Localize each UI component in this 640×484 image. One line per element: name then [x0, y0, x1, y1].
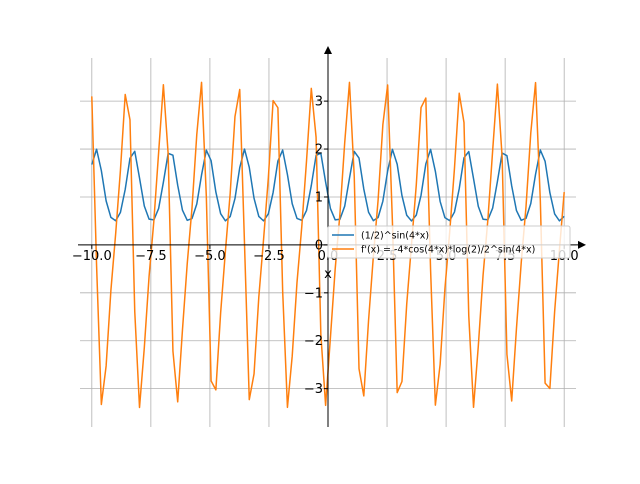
- y-tick-label: 3: [315, 95, 323, 110]
- y-tick-label: 2: [315, 143, 323, 158]
- y-axis-arrow-icon: [324, 46, 332, 54]
- y-tick-label: 0: [315, 238, 323, 253]
- legend-box: [327, 225, 571, 259]
- legend: (1/2)^sin(4*x) f'(x) = -4*cos(4*x)*log(2)…: [327, 225, 571, 259]
- x-tick-label: −7.5: [135, 249, 167, 264]
- x-tick-label: −5.0: [194, 249, 226, 264]
- x-axis-arrow-icon: [578, 240, 586, 249]
- x-axis-label: x: [324, 267, 332, 282]
- legend-label-1: f'(x) = -4*cos(4*x)*log(2)/2^sin(4*x): [361, 245, 535, 256]
- x-tick-label: −10.0: [72, 249, 112, 264]
- y-tick-label: −2: [304, 334, 323, 349]
- y-tick-label: −3: [304, 382, 323, 397]
- legend-label-0: (1/2)^sin(4*x): [361, 231, 429, 242]
- y-tick-label: −1: [304, 286, 323, 301]
- x-tick-label: −2.5: [253, 249, 285, 264]
- y-tick-label: 1: [315, 190, 323, 205]
